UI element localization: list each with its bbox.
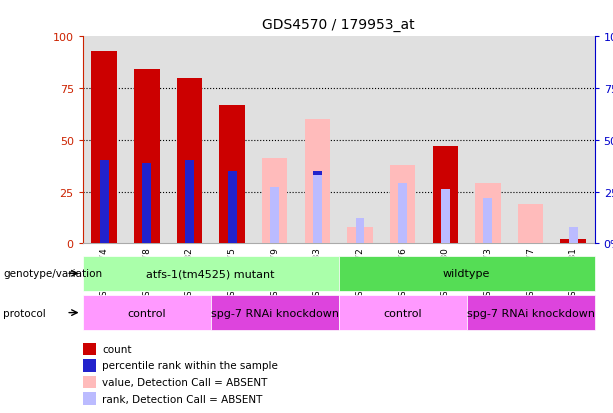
Bar [185, 161, 194, 244]
Bar [509, 37, 552, 244]
Bar [484, 198, 492, 244]
Text: value, Detection Call = ABSENT: value, Detection Call = ABSENT [102, 377, 268, 387]
Bar [441, 190, 450, 244]
Bar [270, 188, 279, 244]
Bar [91, 52, 117, 244]
Bar [211, 37, 253, 244]
Bar [356, 219, 365, 244]
Text: genotype/variation: genotype/variation [3, 268, 102, 279]
Bar [347, 227, 373, 244]
Bar [338, 37, 381, 244]
Bar [313, 176, 322, 244]
Bar [177, 78, 202, 244]
Bar [552, 37, 595, 244]
Text: control: control [128, 308, 166, 318]
Bar [227, 171, 237, 244]
Text: control: control [383, 308, 422, 318]
Bar [560, 240, 586, 244]
Bar [99, 161, 109, 244]
Bar [398, 184, 407, 244]
Text: spg-7 RNAi knockdown: spg-7 RNAi knockdown [211, 308, 339, 318]
Text: protocol: protocol [3, 308, 46, 318]
Bar [168, 37, 211, 244]
Bar [390, 165, 416, 244]
Bar [126, 37, 168, 244]
Bar [142, 163, 151, 244]
Bar [219, 105, 245, 244]
Bar [262, 159, 287, 244]
Bar [569, 227, 578, 244]
Text: wildtype: wildtype [443, 268, 490, 279]
Text: count: count [102, 344, 132, 354]
Bar [475, 184, 501, 244]
Bar [305, 120, 330, 244]
Bar [83, 37, 126, 244]
Bar [466, 37, 509, 244]
Bar [381, 37, 424, 244]
Text: rank, Detection Call = ABSENT: rank, Detection Call = ABSENT [102, 394, 263, 404]
Bar [134, 70, 159, 244]
Title: GDS4570 / 179953_at: GDS4570 / 179953_at [262, 18, 415, 32]
Text: atfs-1(tm4525) mutant: atfs-1(tm4525) mutant [147, 268, 275, 279]
Bar [424, 37, 466, 244]
Bar [441, 190, 450, 244]
Text: spg-7 RNAi knockdown: spg-7 RNAi knockdown [466, 308, 595, 318]
Text: percentile rank within the sample: percentile rank within the sample [102, 361, 278, 370]
Bar [253, 37, 296, 244]
Bar [313, 171, 322, 244]
Bar [518, 204, 544, 244]
Bar [433, 147, 458, 244]
Bar [296, 37, 338, 244]
